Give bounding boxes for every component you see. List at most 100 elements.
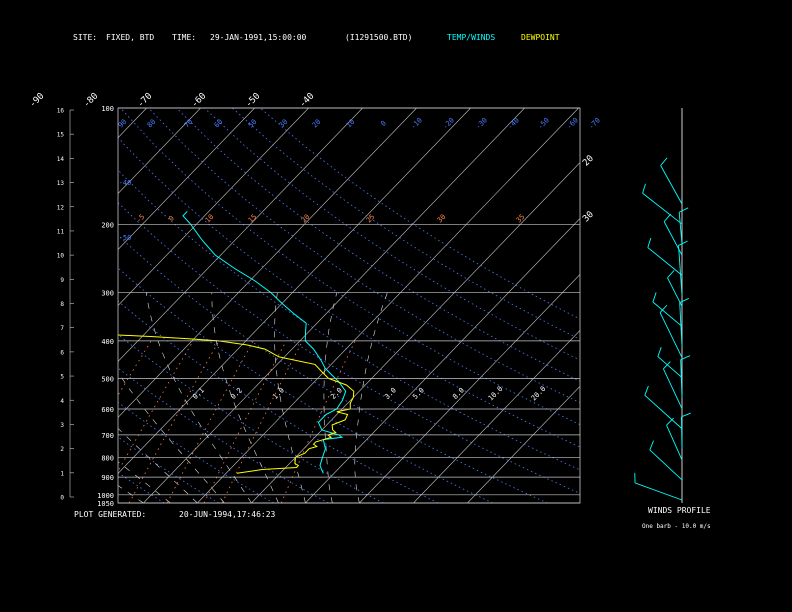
top-temp-label: -80 [82, 91, 101, 110]
wind-barb-staff [680, 416, 683, 449]
wind-barb-staff [678, 245, 683, 296]
top-temp-label: -40 [298, 91, 317, 110]
wind-barb-staff [642, 192, 683, 225]
dry-adiabat-label: 90 [117, 118, 129, 130]
isotherm-line [143, 108, 525, 503]
moist-adiabat-label: 10 [204, 213, 216, 225]
wind-barb-flag [647, 237, 652, 248]
moist-adiabat-label: 20 [300, 213, 312, 225]
pressure-tick-label: 100 [101, 105, 114, 113]
dry-adiabat-label: 0 [379, 119, 388, 128]
top-temp-label: -70 [136, 91, 155, 110]
altitude-tick-label: 11 [57, 228, 65, 235]
altitude-tick-label: 15 [57, 132, 65, 139]
wind-barb-flag [644, 385, 649, 396]
dry-adiabat-line [118, 234, 548, 503]
dry-adiabat-line [118, 367, 329, 503]
moist-adiabat-line [118, 485, 144, 503]
mixing-ratio-label: 1.0 [271, 386, 286, 401]
isotherm-line [305, 218, 580, 503]
dry-adiabat-line [118, 136, 580, 448]
right-temp-label: 30 [581, 210, 596, 225]
top-temp-label: -90 [28, 91, 47, 110]
moist-adiabat-label: 25 [365, 213, 377, 225]
isotherm-line [118, 108, 147, 139]
wind-barb-staff [652, 301, 683, 327]
moist-adiabat-label: 30 [436, 213, 448, 225]
dry-adiabat-label: -10 [409, 116, 424, 131]
pressure-tick-label: 600 [101, 406, 114, 414]
dry-adiabat-label: 20 [311, 118, 323, 130]
isotherm-line [359, 273, 580, 503]
wind-barb-flag [680, 355, 691, 361]
mixing-ratio-line [128, 340, 220, 503]
isotherm-line [118, 108, 363, 362]
dry-adiabat-label: -60 [565, 116, 580, 131]
wind-barb-staff [659, 312, 683, 358]
dry-adiabat-label: -70 [587, 116, 602, 131]
pressure-tick-label: 800 [101, 454, 114, 462]
dewpoint-series-line [118, 334, 355, 474]
mixing-ratio-line [166, 340, 254, 503]
moist-adiabat-label: 0 [167, 214, 176, 223]
dry-adiabat-label: 30 [278, 118, 290, 130]
moist-adiabat-label: 35 [515, 213, 527, 225]
legend-dewpoint: DEWPOINT [521, 33, 560, 42]
moist-adiabat-line [118, 427, 198, 503]
file-id: (I1291500.BTD) [345, 33, 413, 42]
isotherm-line [118, 108, 309, 306]
altitude-tick-label: 16 [57, 108, 65, 115]
dry-adiabat-label: -40 [119, 179, 132, 187]
top-temp-label: -60 [190, 91, 209, 110]
moist-adiabat-line [211, 292, 279, 503]
pressure-tick-label: 500 [101, 375, 114, 383]
altitude-tick-label: 5 [60, 374, 64, 381]
wind-barb-staff [662, 368, 683, 409]
pressure-tick-label: 1050 [97, 500, 114, 508]
plot-area [0, 108, 580, 503]
isotherm-line [0, 108, 93, 503]
wind-barb-flag [652, 292, 657, 303]
wind-barb-flag [659, 304, 668, 313]
moist-adiabat-line [0, 293, 35, 503]
dry-adiabat-label: -20 [441, 116, 456, 131]
mixing-ratio-label: 0.1 [191, 386, 206, 401]
wind-barb-staff [679, 302, 683, 347]
altitude-tick-label: 14 [57, 156, 65, 163]
moist-adiabat-line [0, 293, 62, 503]
dry-adiabat-line [118, 267, 493, 503]
dry-adiabat-label: -50 [119, 234, 132, 242]
pressure-tick-label: 300 [101, 290, 114, 298]
wind-barb-flag [679, 298, 689, 303]
dry-adiabat-label: 50 [247, 118, 259, 130]
wind-barb-staff [666, 424, 683, 461]
dry-adiabat-label: -30 [474, 116, 489, 131]
mixing-ratio-line [221, 340, 303, 503]
pressure-tick-label: 1000 [97, 492, 114, 500]
moist-adiabat-line [354, 292, 388, 503]
time-label: TIME: [172, 33, 197, 42]
dry-adiabat-label: -50 [536, 116, 551, 131]
mixing-ratio-label: 8.0 [451, 386, 466, 401]
altitude-tick-label: 6 [60, 349, 64, 356]
wind-barb-staff [678, 212, 683, 245]
dry-adiabat-line [0, 108, 55, 503]
wind-barb-flag [657, 347, 662, 357]
site-value: FIXED, BTD [106, 33, 155, 42]
wind-barb-flag [666, 417, 674, 426]
dry-adiabat-line [118, 300, 439, 503]
plot-generated-value: 20-JUN-1994,17:46:23 [179, 510, 276, 519]
dry-adiabat-line [118, 401, 274, 503]
dry-adiabat-line [118, 169, 580, 471]
dry-adiabat-label: -40 [506, 116, 521, 131]
isotherm-line [118, 108, 471, 474]
isotherm-line [0, 108, 39, 503]
moist-adiabat-label: -5 [135, 213, 147, 225]
wind-barb-flag [678, 240, 688, 246]
dry-adiabat-line [118, 333, 384, 503]
dry-adiabat-line [260, 108, 580, 320]
dry-adiabat-line [176, 108, 580, 382]
wind-barb-flag [660, 157, 668, 166]
altitude-tick-label: 9 [60, 277, 64, 284]
